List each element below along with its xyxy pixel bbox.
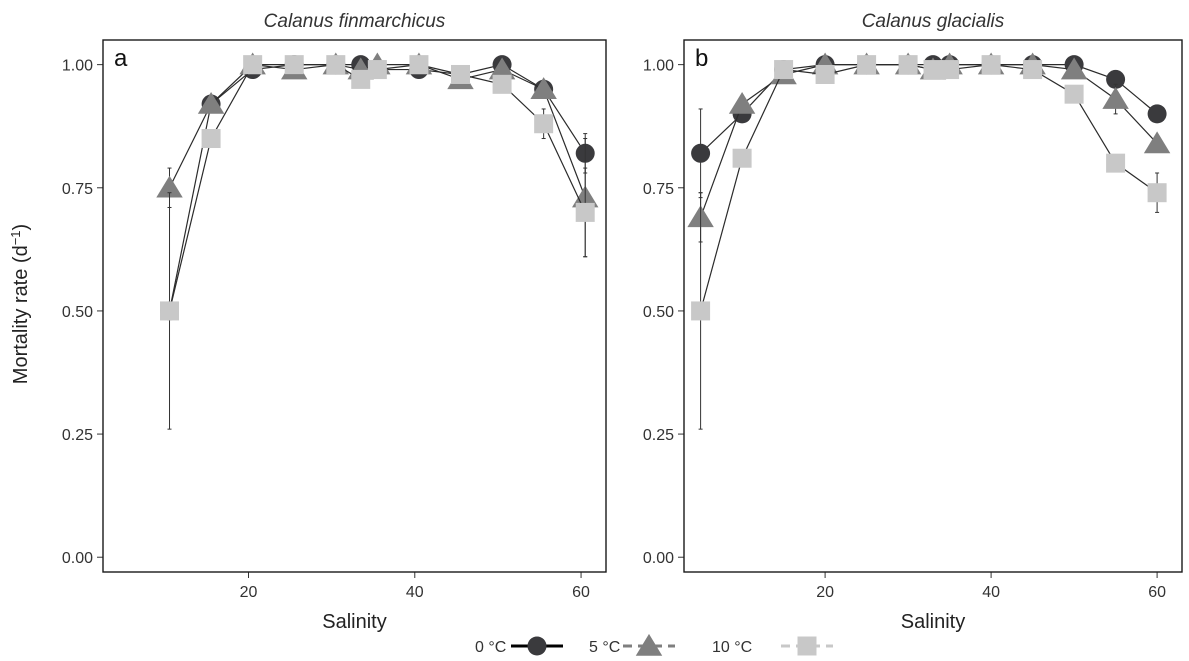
panel-letter-b: b [695, 45, 708, 72]
data-point [1144, 131, 1170, 153]
series-a-2 [160, 55, 595, 429]
legend: 0 °C 5 °C 10 °C [475, 634, 833, 656]
data-point [816, 65, 835, 84]
x-axis-title-a: Salinity [322, 611, 386, 633]
x-axis-title-b: Salinity [901, 611, 965, 633]
y-tick-label: 0.25 [643, 427, 674, 444]
data-point [1148, 183, 1167, 202]
y-axis-title-sup: −1 [8, 230, 23, 245]
data-point [368, 60, 387, 79]
data-point [1065, 85, 1084, 104]
data-point [1148, 104, 1167, 123]
data-point [1102, 87, 1128, 109]
legend-label: 0 °C [475, 639, 506, 656]
data-point [451, 65, 470, 84]
data-point [409, 55, 428, 74]
y-tick-label: 0.50 [643, 304, 674, 321]
data-point [924, 60, 943, 79]
legend-marker [528, 637, 547, 656]
y-tick-label: 0.75 [643, 181, 674, 198]
plot-frame [684, 40, 1182, 572]
data-point [351, 70, 370, 89]
panel-title-b: Calanus glacialis [862, 11, 1005, 32]
series-line [701, 65, 1158, 311]
series-line [170, 65, 586, 198]
y-tick-label: 1.00 [62, 58, 93, 75]
data-point [899, 55, 918, 74]
y-tick-label: 0.25 [62, 427, 93, 444]
data-point [691, 301, 710, 320]
y-tick-label: 0.00 [643, 550, 674, 567]
data-point [243, 55, 262, 74]
data-point [982, 55, 1001, 74]
panel-title-a: Calanus finmarchicus [264, 11, 446, 32]
data-point [202, 129, 221, 148]
data-point [1023, 60, 1042, 79]
data-point [160, 301, 179, 320]
series-line [701, 65, 1158, 218]
panels: Calanus finmarchicus 20 40 60 0.00 0.25 0.50 0.… [62, 11, 1182, 633]
x-tick-label: 40 [982, 584, 1000, 601]
legend-item-2: 10 °C [712, 637, 833, 657]
series-line [170, 65, 586, 311]
y-axis-title-end: ) [10, 224, 32, 231]
data-point [729, 92, 755, 114]
series-a-1 [156, 53, 598, 257]
series-a-0 [160, 55, 595, 320]
data-point [534, 114, 553, 133]
legend-marker [798, 637, 817, 656]
data-point [857, 55, 876, 74]
y-tick-label: 0.75 [62, 181, 93, 198]
legend-label: 10 °C [712, 639, 752, 656]
data-point [576, 203, 595, 222]
y-tick-label: 1.00 [643, 58, 674, 75]
x-tick-label: 60 [572, 584, 590, 601]
x-tick-label: 60 [1148, 584, 1166, 601]
data-point [1106, 154, 1125, 173]
y-tick-label: 0.00 [62, 550, 93, 567]
legend-item-0: 0 °C [475, 637, 563, 657]
x-tick-label: 20 [240, 584, 258, 601]
panel-b: Calanus glacialis 20 40 60 0.00 0.25 0.50 0.75 1… [643, 11, 1182, 633]
y-axis-title-main: Mortality rate (d [10, 245, 32, 384]
panel-a: Calanus finmarchicus 20 40 60 0.00 0.25 0.50 0.… [62, 11, 606, 633]
panel-letter-a: a [114, 45, 128, 72]
data-point [733, 149, 752, 168]
data-point [285, 55, 304, 74]
y-axis-title: Mortality rate (d−1) [8, 224, 33, 384]
data-point [493, 75, 512, 94]
data-point [691, 144, 710, 163]
y-tick-label: 0.50 [62, 304, 93, 321]
series-b-1 [687, 53, 1170, 242]
legend-item-1: 5 °C [589, 634, 675, 656]
legend-label: 5 °C [589, 639, 620, 656]
x-tick-label: 40 [406, 584, 424, 601]
data-point [326, 55, 345, 74]
data-point [774, 60, 793, 79]
data-point [940, 60, 959, 79]
x-tick-label: 20 [816, 584, 834, 601]
series-b-2 [691, 55, 1167, 429]
